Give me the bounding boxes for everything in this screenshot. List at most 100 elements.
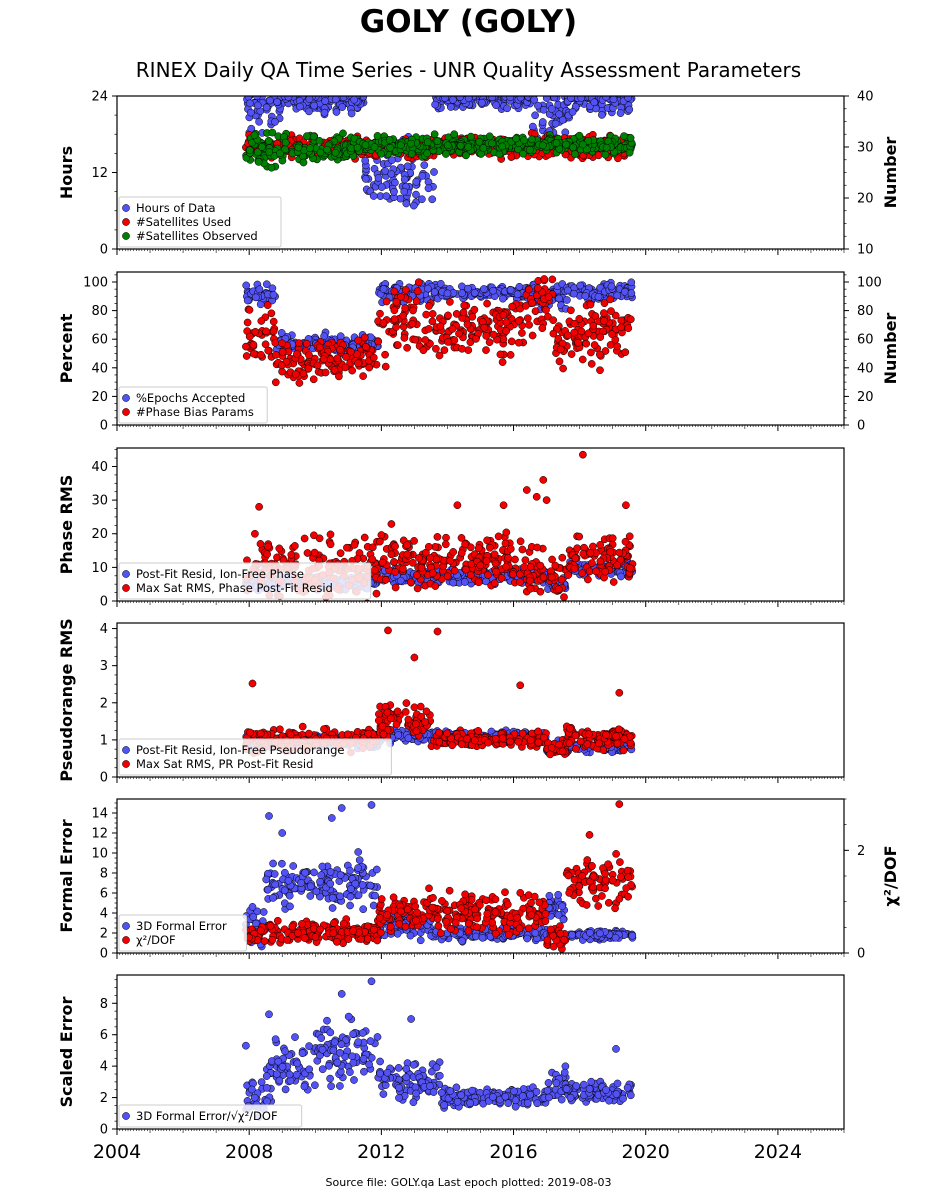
data-point (542, 306, 550, 314)
data-point (262, 327, 270, 336)
data-point (242, 342, 250, 351)
data-point (613, 342, 622, 351)
data-point (518, 545, 527, 554)
y-right-tick-label: 80 (857, 304, 874, 319)
data-point (528, 135, 536, 144)
data-point (251, 327, 260, 336)
data-point (277, 361, 286, 370)
data-point (530, 96, 539, 104)
data-point (382, 192, 391, 200)
data-point (514, 316, 523, 325)
data-point (436, 279, 445, 288)
data-point (399, 311, 408, 320)
data-point (440, 346, 449, 354)
data-point (626, 315, 635, 324)
data-point (470, 305, 479, 314)
data-point (424, 184, 433, 193)
data-point (305, 351, 313, 359)
panel-3: 0 10 20 30 40 Phase RMS Post-Fit Resid, Ion-Fr… (57, 447, 845, 610)
data-point (418, 195, 426, 204)
data-point (444, 338, 452, 346)
data-point (507, 337, 516, 346)
data-point (562, 140, 570, 149)
y-axis-label: Hours (57, 146, 76, 199)
data-point (567, 96, 575, 102)
data-point (342, 353, 350, 361)
data-point (499, 335, 508, 344)
data-point (304, 364, 313, 373)
data-point (538, 141, 547, 150)
data-point (242, 352, 251, 360)
data-point (271, 339, 280, 347)
y-tick-label: 10 (91, 561, 108, 576)
data-point (525, 321, 533, 329)
y-tick-label: 80 (91, 304, 108, 319)
data-point (287, 550, 296, 559)
data-point-outlier (522, 486, 531, 494)
data-point (444, 311, 452, 320)
data-point (391, 542, 399, 551)
data-point (415, 554, 423, 562)
data-point (576, 281, 585, 290)
data-point (359, 372, 367, 380)
data-point (625, 105, 634, 114)
data-point (271, 118, 279, 126)
data-point (598, 111, 606, 119)
data-point (432, 344, 440, 353)
data-point-outlier (453, 501, 462, 510)
data-point (534, 284, 542, 292)
data-point (584, 575, 592, 584)
data-point (516, 96, 525, 102)
data-point (443, 141, 452, 150)
data-point (489, 286, 497, 295)
data-point (569, 143, 577, 152)
data-point (455, 329, 463, 338)
data-point (475, 138, 484, 146)
data-point (246, 99, 254, 108)
data-point-outlier (539, 476, 548, 484)
data-point (586, 300, 595, 309)
data-point (569, 289, 578, 298)
data-point (426, 554, 435, 562)
data-point (321, 368, 330, 377)
data-point (442, 150, 450, 158)
legend-marker (122, 232, 130, 240)
data-point (567, 306, 575, 315)
data-point (526, 584, 535, 593)
data-point (579, 549, 588, 558)
data-point (621, 287, 629, 296)
data-point (601, 150, 610, 159)
data-point (428, 195, 437, 204)
data-point (254, 148, 262, 157)
data-point (382, 297, 391, 306)
data-point (613, 291, 622, 300)
data-point (488, 139, 496, 148)
data-point (310, 531, 318, 540)
data-point (374, 174, 383, 182)
legend-box (118, 196, 282, 248)
y-tick-label: 40 (91, 361, 108, 376)
data-point (425, 302, 433, 310)
data-point (407, 150, 416, 158)
data-point (269, 317, 278, 326)
legend-label: %Epochs Accepted (136, 391, 245, 405)
data-point (320, 332, 328, 341)
data-point (476, 561, 485, 570)
data-point (271, 378, 280, 387)
data-point (458, 344, 466, 353)
data-point (578, 140, 587, 149)
data-point (441, 96, 449, 102)
y-axis-label: Percent (57, 313, 76, 383)
data-point (609, 578, 618, 586)
data-point (460, 578, 469, 586)
data-point (331, 96, 340, 104)
data-point (574, 338, 582, 347)
data-point (624, 96, 632, 102)
data-point (403, 550, 411, 559)
data-point (457, 549, 466, 558)
data-point (516, 537, 525, 546)
y-tick-label: 20 (91, 390, 108, 405)
data-point (482, 346, 490, 354)
data-point (433, 533, 442, 541)
